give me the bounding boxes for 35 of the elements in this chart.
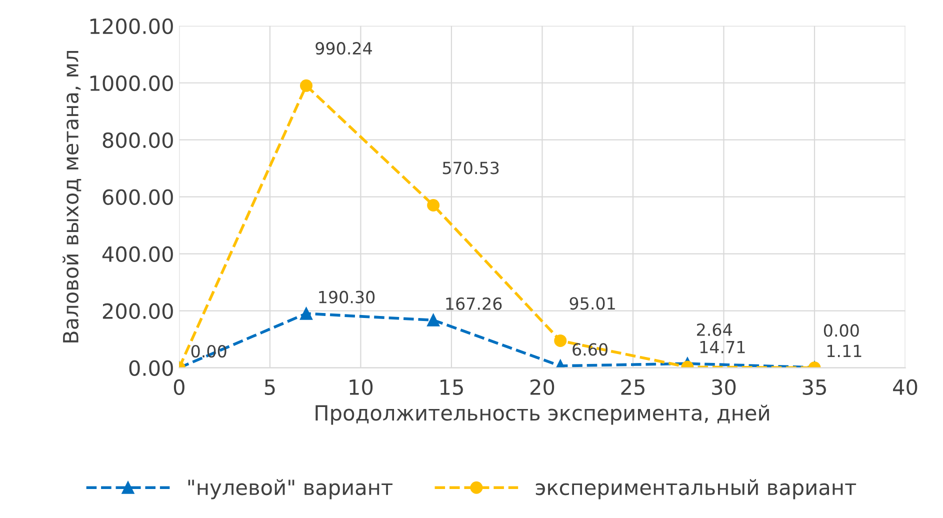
x-tick-label: 25 xyxy=(621,379,644,396)
x-tick-label: 0 xyxy=(174,379,184,396)
point xyxy=(300,79,312,92)
data-label: 0.00 xyxy=(824,324,859,337)
y-tick-label: 200.00 xyxy=(102,303,173,320)
data-label: 990.24 xyxy=(316,42,372,55)
point xyxy=(427,314,440,326)
data-label: 14.71 xyxy=(700,341,745,354)
data-label: 570.53 xyxy=(442,162,499,174)
data-label: 95.01 xyxy=(570,297,615,310)
y-tick-label: 800.00 xyxy=(102,132,173,148)
data-label: 190.30 xyxy=(319,290,375,304)
x-tick-label: 5 xyxy=(264,380,275,396)
data-label: 1.11 xyxy=(827,344,862,358)
legend-label: экспериментальный вариант xyxy=(536,479,856,500)
data-label: 6.60 xyxy=(572,343,608,356)
x-tick-label: 30 xyxy=(712,379,736,396)
point xyxy=(427,198,440,212)
y-tick-label: 1000.00 xyxy=(90,75,173,92)
y-tick-label: 600.00 xyxy=(102,189,173,206)
point xyxy=(300,307,312,320)
x-tick-label: 15 xyxy=(440,380,463,396)
x-axis-title: Продолжительность эксперимента, дней xyxy=(316,404,769,425)
y-tick-label: 0.00 xyxy=(129,360,173,376)
data-label: 167.26 xyxy=(446,297,502,310)
point xyxy=(554,334,567,347)
y-tick-label: 400.00 xyxy=(102,246,173,262)
y-tick-label: 1200.00 xyxy=(90,18,173,34)
y-axis-title: Валовой выход метана, мл xyxy=(62,50,82,342)
x-tick-label: 10 xyxy=(350,379,373,396)
x-tick-label: 35 xyxy=(802,379,826,396)
data-label: 2.64 xyxy=(697,323,732,336)
x-tick-label: 20 xyxy=(530,379,554,396)
legend-label: "нулевой" вариант xyxy=(188,479,392,500)
x-tick-label: 40 xyxy=(893,379,918,396)
